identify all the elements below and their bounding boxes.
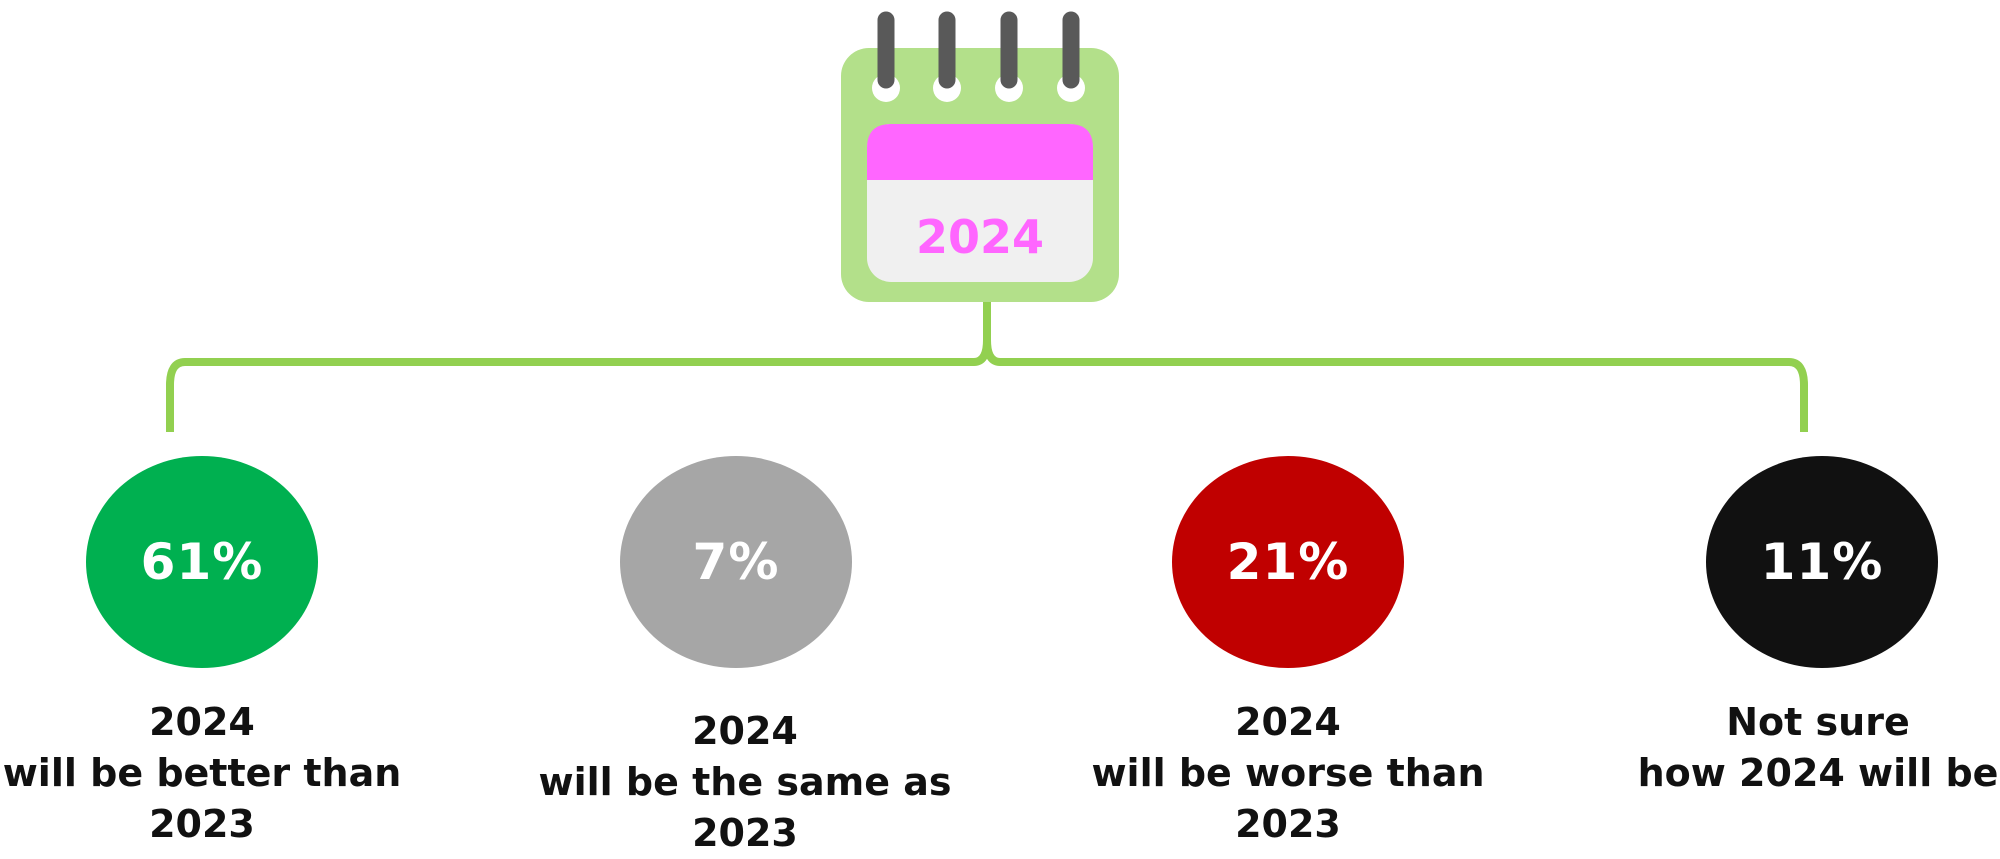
caption-line: 2024 [692, 709, 798, 753]
caption-line: will be worse than [1091, 751, 1485, 795]
calendar-icon: 2024 [841, 11, 1119, 302]
caption-line: 2024 [1235, 700, 1341, 744]
caption-line: 2023 [1235, 802, 1341, 846]
caption-line: will be the same as [538, 760, 952, 804]
connector-right-branch [1000, 358, 1808, 432]
outcome-caption-not-sure: Not sure how 2024 will be [1636, 697, 2000, 799]
outcome-circle-not-sure: 11% [1706, 456, 1938, 668]
caption-line: 2024 [149, 700, 255, 744]
calendar-year: 2024 [916, 210, 1044, 264]
caption-line: will be better than [2, 751, 402, 795]
caption-line: 2023 [149, 802, 255, 846]
caption-line: 2023 [692, 811, 798, 855]
connector-stem-right [970, 286, 991, 366]
outcome-caption-same: 2024 will be the same as 2023 [535, 706, 955, 859]
outcome-value-worse: 21% [1226, 533, 1350, 591]
calendar-header [867, 124, 1093, 180]
outcome-circle-better: 61% [86, 456, 318, 668]
outcome-value-not-sure: 11% [1760, 533, 1884, 591]
caption-line: Not sure [1726, 700, 1910, 744]
outcome-circle-worse: 21% [1172, 456, 1404, 668]
connector-left-branch [166, 358, 974, 432]
outcome-value-same: 7% [692, 533, 780, 591]
outcome-caption-worse: 2024 will be worse than 2023 [1088, 697, 1488, 850]
caption-line: how 2024 will be [1637, 751, 1999, 795]
outcome-circle-same: 7% [620, 456, 852, 668]
outcome-caption-better: 2024 will be better than 2023 [2, 697, 402, 850]
outcome-value-better: 61% [140, 533, 264, 591]
